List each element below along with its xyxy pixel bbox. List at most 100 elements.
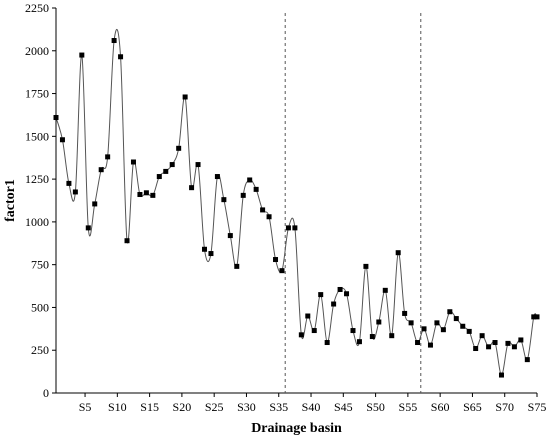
x-tick-label: S5	[79, 400, 92, 414]
data-point	[350, 328, 356, 334]
data-point	[479, 333, 485, 339]
data-point	[511, 344, 517, 350]
data-point	[363, 263, 369, 269]
data-point	[156, 174, 162, 180]
data-point	[150, 192, 156, 198]
data-point	[279, 268, 285, 274]
y-tick-label: 750	[31, 258, 49, 272]
x-tick-label: S55	[399, 400, 418, 414]
plot-area: 0 250 500 750 1000 1250 1500 1750 2000 2250 S5 S10 S…	[25, 1, 546, 414]
data-point	[460, 323, 466, 329]
data-point	[389, 333, 395, 339]
data-point	[234, 263, 240, 269]
y-tick-label: 1000	[25, 215, 49, 229]
data-point	[415, 340, 421, 346]
data-point	[273, 257, 279, 263]
data-point	[92, 201, 98, 207]
data-point	[195, 162, 201, 168]
data-point	[395, 250, 401, 256]
data-point	[176, 145, 182, 151]
data-point	[72, 189, 78, 195]
data-point	[182, 94, 188, 100]
y-tick-label: 2250	[25, 1, 49, 15]
x-tick-label: S70	[495, 400, 514, 414]
data-point	[408, 320, 414, 326]
data-point	[473, 346, 479, 352]
x-tick-label: S30	[237, 400, 256, 414]
data-point	[79, 52, 85, 58]
data-point	[260, 207, 266, 213]
data-point	[434, 320, 440, 326]
data-point	[143, 190, 149, 196]
data-point	[524, 357, 530, 363]
data-point	[105, 154, 111, 160]
data-point	[440, 327, 446, 333]
data-point	[505, 340, 511, 346]
data-point	[240, 192, 246, 198]
data-point	[534, 314, 540, 320]
data-point	[318, 292, 324, 298]
data-point	[466, 328, 472, 334]
y-axis-title: factor1	[3, 179, 18, 222]
data-point	[137, 192, 143, 198]
data-point	[402, 310, 408, 316]
series-line	[55, 29, 538, 376]
y-tick-label: 1250	[25, 172, 49, 186]
data-point	[337, 286, 343, 292]
data-point	[531, 314, 537, 320]
data-point	[111, 38, 117, 44]
x-tick-label: S50	[366, 400, 385, 414]
x-tick-label: S75	[528, 400, 547, 414]
data-point	[124, 238, 130, 244]
x-tick-label: S45	[334, 400, 353, 414]
x-tick-label: S10	[108, 400, 127, 414]
x-tick-label: S40	[302, 400, 321, 414]
x-axis-title: Drainage basin	[251, 421, 342, 436]
data-point	[486, 344, 492, 350]
y-tick-label: 500	[31, 300, 49, 314]
data-point	[298, 332, 304, 338]
data-point	[163, 168, 169, 174]
data-point	[85, 225, 91, 231]
y-tick-label: 1750	[25, 87, 49, 101]
data-point	[382, 287, 388, 293]
x-tick-label: S60	[431, 400, 450, 414]
data-point	[66, 180, 72, 186]
data-point	[518, 337, 524, 343]
data-point	[292, 225, 298, 231]
data-point	[266, 214, 272, 220]
data-point	[285, 225, 291, 231]
data-point	[221, 197, 227, 203]
data-point	[324, 340, 330, 346]
data-point	[305, 313, 311, 319]
data-point	[253, 186, 259, 192]
y-tick-label: 1500	[25, 129, 49, 143]
y-tick-label: 2000	[25, 44, 49, 58]
data-point	[421, 326, 427, 332]
data-point	[369, 334, 375, 340]
data-point	[492, 340, 498, 346]
data-point	[214, 174, 220, 180]
data-point	[498, 372, 504, 378]
y-tick-label: 0	[43, 386, 49, 400]
data-point	[247, 177, 253, 183]
data-point	[227, 233, 233, 239]
data-point	[311, 328, 317, 334]
x-tick-label: S15	[140, 400, 159, 414]
x-tick-label: S35	[269, 400, 288, 414]
data-point	[356, 339, 362, 345]
data-point	[53, 115, 59, 121]
data-point	[376, 319, 382, 325]
data-point	[130, 159, 136, 165]
data-point	[118, 54, 124, 60]
data-point	[344, 291, 350, 297]
data-point	[427, 342, 433, 348]
x-tick-label: S20	[173, 400, 192, 414]
data-point	[453, 316, 459, 322]
x-tick-label: S65	[463, 400, 482, 414]
data-point	[59, 137, 65, 143]
data-point	[98, 167, 104, 173]
data-point	[169, 162, 175, 168]
data-point	[331, 301, 337, 307]
